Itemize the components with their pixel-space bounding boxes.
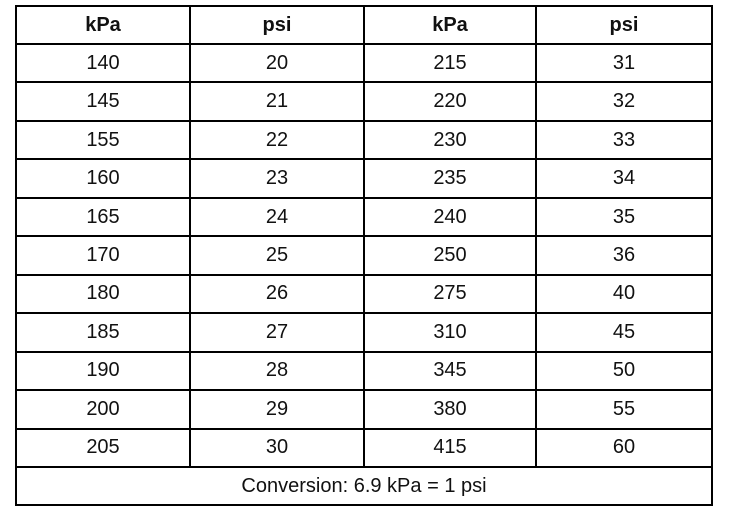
table-row: 140 20 215 31 [15,42,713,84]
table-row: 200 29 380 55 [15,389,713,430]
table-row: 160 23 235 34 [15,158,713,199]
psi-cell: 26 [189,273,365,315]
conversion-note: Conversion: 6.9 kPa = 1 psi [15,466,713,506]
header-psi: psi [189,5,365,45]
psi-cell: 28 [189,350,365,392]
kpa-cell: 160 [15,158,191,199]
kpa-cell: 345 [363,350,537,392]
table-row: 190 28 345 50 [15,350,713,392]
psi-cell: 40 [535,273,713,315]
psi-cell: 34 [535,158,713,199]
psi-cell: 30 [189,427,365,469]
kpa-cell: 165 [15,196,191,238]
psi-cell: 31 [535,42,713,84]
kpa-cell: 240 [363,196,537,238]
table-row: 185 27 310 45 [15,312,713,353]
kpa-cell: 185 [15,312,191,353]
kpa-cell: 250 [363,235,537,276]
psi-cell: 50 [535,350,713,392]
table-row: 205 30 415 60 [15,427,713,469]
pressure-conversion-table: kPa psi kPa psi 140 20 215 31 145 21 220 32 155 2… [15,5,713,506]
header-psi: psi [535,5,713,45]
kpa-cell: 235 [363,158,537,199]
psi-cell: 55 [535,389,713,430]
table-row: 165 24 240 35 [15,196,713,238]
kpa-cell: 190 [15,350,191,392]
kpa-cell: 220 [363,81,537,122]
kpa-cell: 155 [15,119,191,161]
table-row: 145 21 220 32 [15,81,713,122]
kpa-cell: 230 [363,119,537,161]
psi-cell: 60 [535,427,713,469]
table-row: 170 25 250 36 [15,235,713,276]
kpa-cell: 145 [15,81,191,122]
header-kpa: kPa [363,5,537,45]
kpa-cell: 310 [363,312,537,353]
kpa-cell: 140 [15,42,191,84]
table-row: 180 26 275 40 [15,273,713,315]
psi-cell: 21 [189,81,365,122]
table-row: 155 22 230 33 [15,119,713,161]
kpa-cell: 170 [15,235,191,276]
psi-cell: 45 [535,312,713,353]
psi-cell: 22 [189,119,365,161]
kpa-cell: 415 [363,427,537,469]
kpa-cell: 215 [363,42,537,84]
footer-row: Conversion: 6.9 kPa = 1 psi [15,466,713,506]
psi-cell: 23 [189,158,365,199]
psi-cell: 36 [535,235,713,276]
kpa-cell: 200 [15,389,191,430]
kpa-cell: 275 [363,273,537,315]
header-row: kPa psi kPa psi [15,5,713,45]
psi-cell: 25 [189,235,365,276]
header-kpa: kPa [15,5,191,45]
psi-cell: 20 [189,42,365,84]
psi-cell: 33 [535,119,713,161]
psi-cell: 27 [189,312,365,353]
kpa-cell: 180 [15,273,191,315]
psi-cell: 35 [535,196,713,238]
kpa-cell: 205 [15,427,191,469]
psi-cell: 24 [189,196,365,238]
kpa-cell: 380 [363,389,537,430]
psi-cell: 29 [189,389,365,430]
psi-cell: 32 [535,81,713,122]
